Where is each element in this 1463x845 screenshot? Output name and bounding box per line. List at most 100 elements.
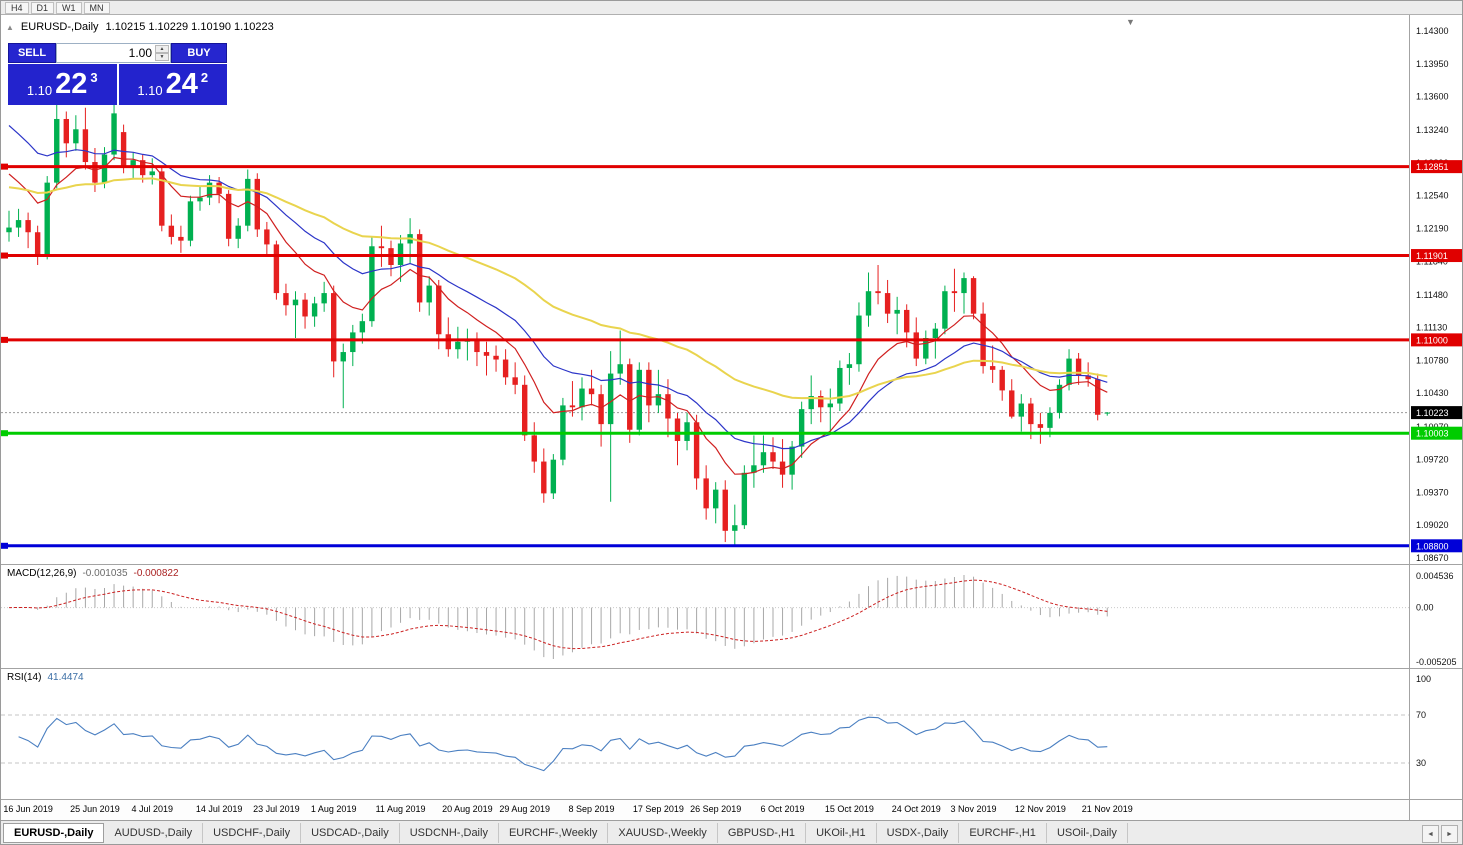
price-tag: 1.11901 [1411,249,1462,263]
tab-usoil-daily[interactable]: USOil-,Daily [1047,823,1128,843]
chart-symbol-label: EURUSD-,Daily [20,21,99,33]
date-axis: 16 Jun 2019 25 Jun 2019 4 Jul 2019 14 Jul 2… [1,800,1409,820]
rsi-line [18,716,1108,772]
timeframe-button-d1[interactable]: D1 [30,1,55,14]
tab-usdchf-daily[interactable]: USDCHF-,Daily [203,823,302,843]
tab-scroll-left-icon[interactable]: ◄ [1422,825,1439,843]
macd-panel-separator[interactable] [1,564,1462,565]
svg-text:1.12190: 1.12190 [1416,223,1449,233]
buy-price-sup: 2 [200,70,209,85]
date-label: 14 Jul 2019 [195,804,243,814]
volume-down-icon[interactable]: ▼ [155,53,169,61]
rsi-panel-canvas[interactable]: 100 70 30 [1,669,1463,799]
object-marker-icon: ▲ [6,22,14,32]
date-label: 17 Sep 2019 [632,804,684,814]
tab-eurchf-h1[interactable]: EURCHF-,H1 [959,823,1047,843]
svg-text:0.00: 0.00 [1416,603,1434,613]
price-tag: 1.12851 [1411,160,1462,174]
price-tag: 1.10003 [1411,426,1462,440]
svg-text:1.08800: 1.08800 [1416,541,1449,551]
chart-header: ▲ EURUSD-,Daily 1.10215 1.10229 1.10190 … [6,21,274,33]
tab-eurusd-daily[interactable]: EURUSD-,Daily [3,823,105,843]
timeframe-button-w1[interactable]: W1 [56,1,82,14]
timeframe-button-mn[interactable]: MN [83,1,110,14]
hline-1.11000 [1,336,1409,343]
sell-price-big: 22 [55,68,88,100]
price-chart-canvas[interactable]: 1.143001.139501.136001.132401.128901.125… [1,15,1463,564]
tab-gbpusd-h1[interactable]: GBPUSD-,H1 [718,823,807,843]
buy-price-big: 24 [165,68,198,100]
svg-text:1.09720: 1.09720 [1416,455,1449,465]
svg-text:0.004536: 0.004536 [1416,571,1454,581]
date-label: 26 Sep 2019 [690,804,742,814]
date-label: 8 Sep 2019 [568,804,615,814]
buy-price-button[interactable]: 1.10 24 2 [118,64,227,105]
date-label: 1 Aug 2019 [310,804,357,814]
date-label: 6 Oct 2019 [760,804,805,814]
date-label: 12 Nov 2019 [1014,804,1066,814]
hline-1.10003 [1,430,1409,437]
svg-text:1.11130: 1.11130 [1416,323,1447,333]
macd-signal-line [8,579,1108,650]
tab-eurchf-weekly[interactable]: EURCHF-,Weekly [499,823,609,843]
buy-button[interactable]: BUY [171,43,227,63]
svg-text:70: 70 [1416,710,1426,720]
svg-text:1.10780: 1.10780 [1416,355,1449,365]
date-label: 24 Oct 2019 [891,804,941,814]
symbol-tab-bar: EURUSD-,Daily AUDUSD-,Daily USDCHF-,Daily U… [1,820,1462,844]
svg-text:1.09370: 1.09370 [1416,487,1449,497]
svg-text:1.08670: 1.08670 [1416,553,1449,563]
date-label: 25 Jun 2019 [70,804,120,814]
rsi-value: 41.4474 [47,672,84,683]
tab-usdcnh-daily[interactable]: USDCNH-,Daily [400,823,499,843]
volume-input[interactable]: 1.00 ▲ ▼ [56,43,171,63]
svg-text:1.13240: 1.13240 [1416,125,1449,135]
tab-ukoil-h1[interactable]: UKOil-,H1 [806,823,877,843]
volume-value: 1.00 [128,46,152,60]
one-click-trading-panel: SELL 1.00 ▲ ▼ BUY 1.10 22 3 1.10 24 2 [8,43,227,105]
svg-text:30: 30 [1416,758,1426,768]
date-label: 29 Aug 2019 [499,804,550,814]
tab-audusd-daily[interactable]: AUDUSD-,Daily [104,823,204,843]
hline-1.08800 [1,542,1409,549]
date-label: 20 Aug 2019 [442,804,493,814]
date-axis-separator [1,799,1462,800]
svg-text:1.10223: 1.10223 [1416,408,1449,418]
date-label: 4 Jul 2019 [131,804,174,814]
macd-value-main: -0.001035 [82,568,128,579]
svg-text:1.11901: 1.11901 [1416,251,1448,261]
svg-text:1.09020: 1.09020 [1416,520,1449,530]
date-label: 3 Nov 2019 [950,804,997,814]
macd-histogram [18,575,1108,659]
sell-price-base: 1.10 [26,83,53,98]
date-label: 21 Nov 2019 [1081,804,1133,814]
rsi-name: RSI(14) [7,672,42,683]
rsi-header: RSI(14) 41.4474 [7,672,84,683]
macd-value-signal: -0.000822 [133,568,179,579]
ma-line-10 [8,156,1108,475]
tab-xauusd-weekly[interactable]: XAUUSD-,Weekly [608,823,718,843]
svg-text:1.12851: 1.12851 [1416,162,1449,172]
svg-text:1.12540: 1.12540 [1416,191,1449,201]
tab-usdcad-daily[interactable]: USDCAD-,Daily [301,823,400,843]
macd-header: MACD(12,26,9) -0.001035 -0.000822 [7,568,179,579]
hline-1.12851 [1,163,1409,170]
sell-button[interactable]: SELL [8,43,56,63]
rsi-panel-separator[interactable] [1,668,1462,669]
date-label: 15 Oct 2019 [824,804,874,814]
ma-line-21 [8,125,1108,450]
auto-scroll-icon: ▼ [1126,17,1135,27]
svg-text:1.10430: 1.10430 [1416,388,1449,398]
svg-text:1.13600: 1.13600 [1416,92,1449,102]
macd-name: MACD(12,26,9) [7,568,77,579]
tab-scroll-right-icon[interactable]: ► [1441,825,1458,843]
tab-usdx-daily[interactable]: USDX-,Daily [877,823,960,843]
macd-panel-canvas[interactable]: 0.004536 0.00 -0.005205 [1,565,1463,668]
svg-text:1.11480: 1.11480 [1416,290,1448,300]
price-axis-separator [1409,15,1410,820]
svg-text:1.11000: 1.11000 [1416,335,1448,345]
volume-up-icon[interactable]: ▲ [155,45,169,53]
sell-price-button[interactable]: 1.10 22 3 [8,64,117,105]
timeframe-button-h4[interactable]: H4 [5,1,29,14]
